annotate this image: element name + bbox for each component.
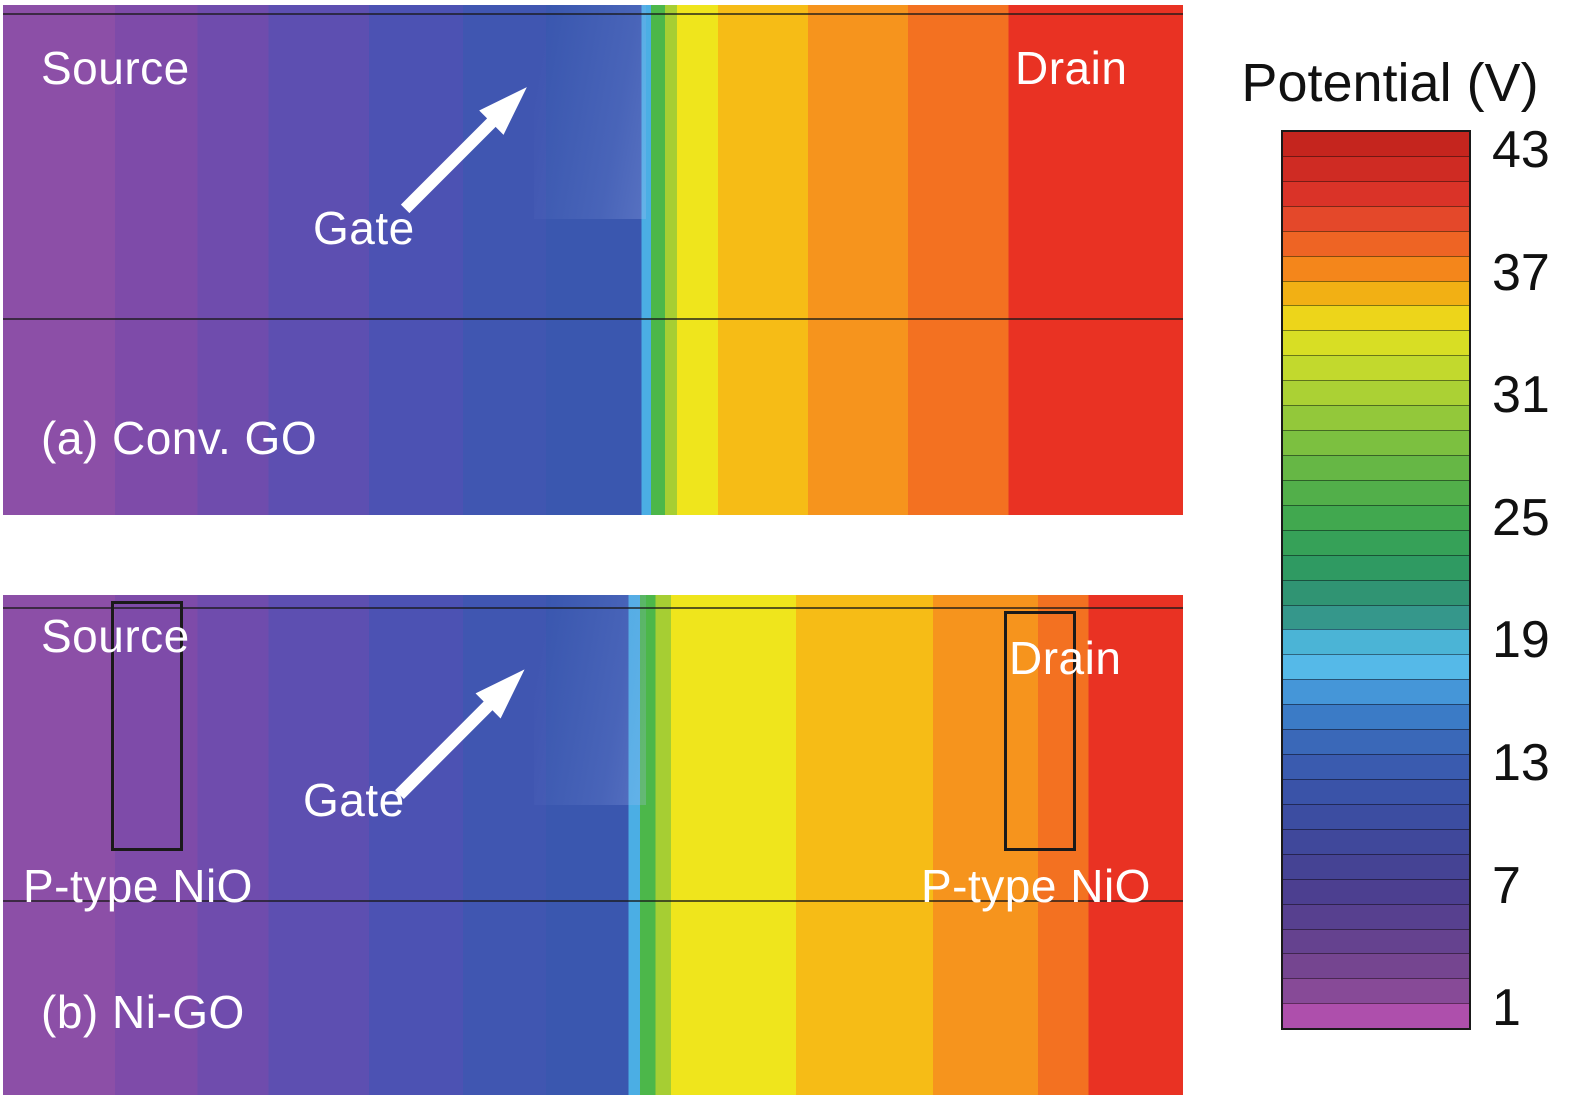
colorbar-segment: [1283, 704, 1469, 730]
gate-arrow-icon: [395, 669, 525, 799]
colorbar-tick-label: 1: [1492, 979, 1521, 1038]
colorbar-segment: [1283, 529, 1469, 555]
contour-fringe-b: [534, 595, 647, 805]
colorbar-tick-label: 13: [1492, 734, 1550, 792]
colorbar-segment: [1283, 305, 1469, 331]
colorbar-segment: [1283, 255, 1469, 281]
colorbar-segment: [1283, 604, 1469, 630]
source-label-a: Source: [41, 42, 190, 94]
panel-b-canvas: Source Drain Gate P-type NiO P-type NiO …: [3, 595, 1183, 1095]
colorbar-segment: [1283, 155, 1469, 181]
ptype-nio-region-drain: [1004, 611, 1076, 851]
ptype-nio-label-left: P-type NiO: [23, 860, 253, 912]
colorbar-tick-label: 31: [1492, 366, 1550, 425]
colorbar-segment: [1283, 205, 1469, 231]
panel-a-caption: (a) Conv. GO: [41, 412, 318, 464]
colorbar-segment: [1283, 803, 1469, 829]
colorbar-tick-label: 37: [1492, 243, 1550, 302]
drain-label-b: Drain: [1009, 632, 1122, 684]
colorbar-segment: [1283, 679, 1469, 705]
colorbar-segment: [1283, 280, 1469, 306]
gate-label-a: Gate: [313, 202, 415, 254]
colorbar-segment: [1283, 330, 1469, 356]
colorbar-tick-label: 43: [1492, 121, 1550, 179]
ptype-nio-label-right: P-type NiO: [921, 860, 1151, 912]
drain-label-a: Drain: [1015, 42, 1128, 94]
colorbar-title: Potential (V): [1241, 53, 1539, 113]
colorbar-segment: [1283, 729, 1469, 755]
colorbar-segment: [1283, 454, 1469, 480]
colorbar-tick-label: 25: [1492, 488, 1550, 547]
layer-boundary-line-b: [3, 900, 1183, 902]
colorbar-segment: [1283, 903, 1469, 929]
colorbar-segment: [1283, 355, 1469, 381]
colorbar-segment: [1283, 132, 1469, 156]
panel-b-caption: (b) Ni-GO: [41, 986, 245, 1038]
colorbar-segment: [1283, 953, 1469, 979]
colorbar-segment: [1283, 479, 1469, 505]
device-surface-line-b: [3, 607, 1183, 609]
colorbar-gradient: [1281, 130, 1471, 1030]
colorbar-segment: [1283, 180, 1469, 206]
colorbar-segment: [1283, 504, 1469, 530]
colorbar-segment: [1283, 629, 1469, 655]
colorbar-segment: [1283, 778, 1469, 804]
gate-label-b: Gate: [303, 774, 405, 826]
source-label-b: Source: [41, 610, 190, 662]
colorbar-segment: [1283, 380, 1469, 406]
colorbar-segment: [1283, 754, 1469, 779]
colorbar-segment: [1283, 853, 1469, 879]
colorbar-tick-label: 7: [1492, 856, 1521, 915]
colorbar-segment: [1283, 405, 1469, 431]
colorbar-segment: [1283, 978, 1469, 1004]
colorbar-segment: [1283, 878, 1469, 904]
colorbar-segment: [1283, 828, 1469, 854]
colorbar-segment: [1283, 430, 1469, 455]
colorbar-ticks: 43 37 31 25 19 13 7 1: [1492, 118, 1577, 1078]
panel-a-canvas: Source Drain Gate (a) Conv. GO: [3, 5, 1183, 515]
colorbar-tick-label: 19: [1492, 611, 1550, 670]
ptype-nio-region-source: [111, 601, 183, 851]
colorbar-segment: [1283, 554, 1469, 580]
layer-boundary-line-a: [3, 318, 1183, 320]
gate-arrow-icon: [400, 87, 527, 214]
device-surface-line-a: [3, 13, 1183, 15]
colorbar-segment: [1283, 1003, 1469, 1029]
contour-fringe-a: [534, 5, 647, 220]
colorbar-segment: [1283, 579, 1469, 605]
colorbar-segment: [1283, 928, 1469, 954]
colorbar-segment: [1283, 230, 1469, 256]
colorbar-segment: [1283, 654, 1469, 680]
